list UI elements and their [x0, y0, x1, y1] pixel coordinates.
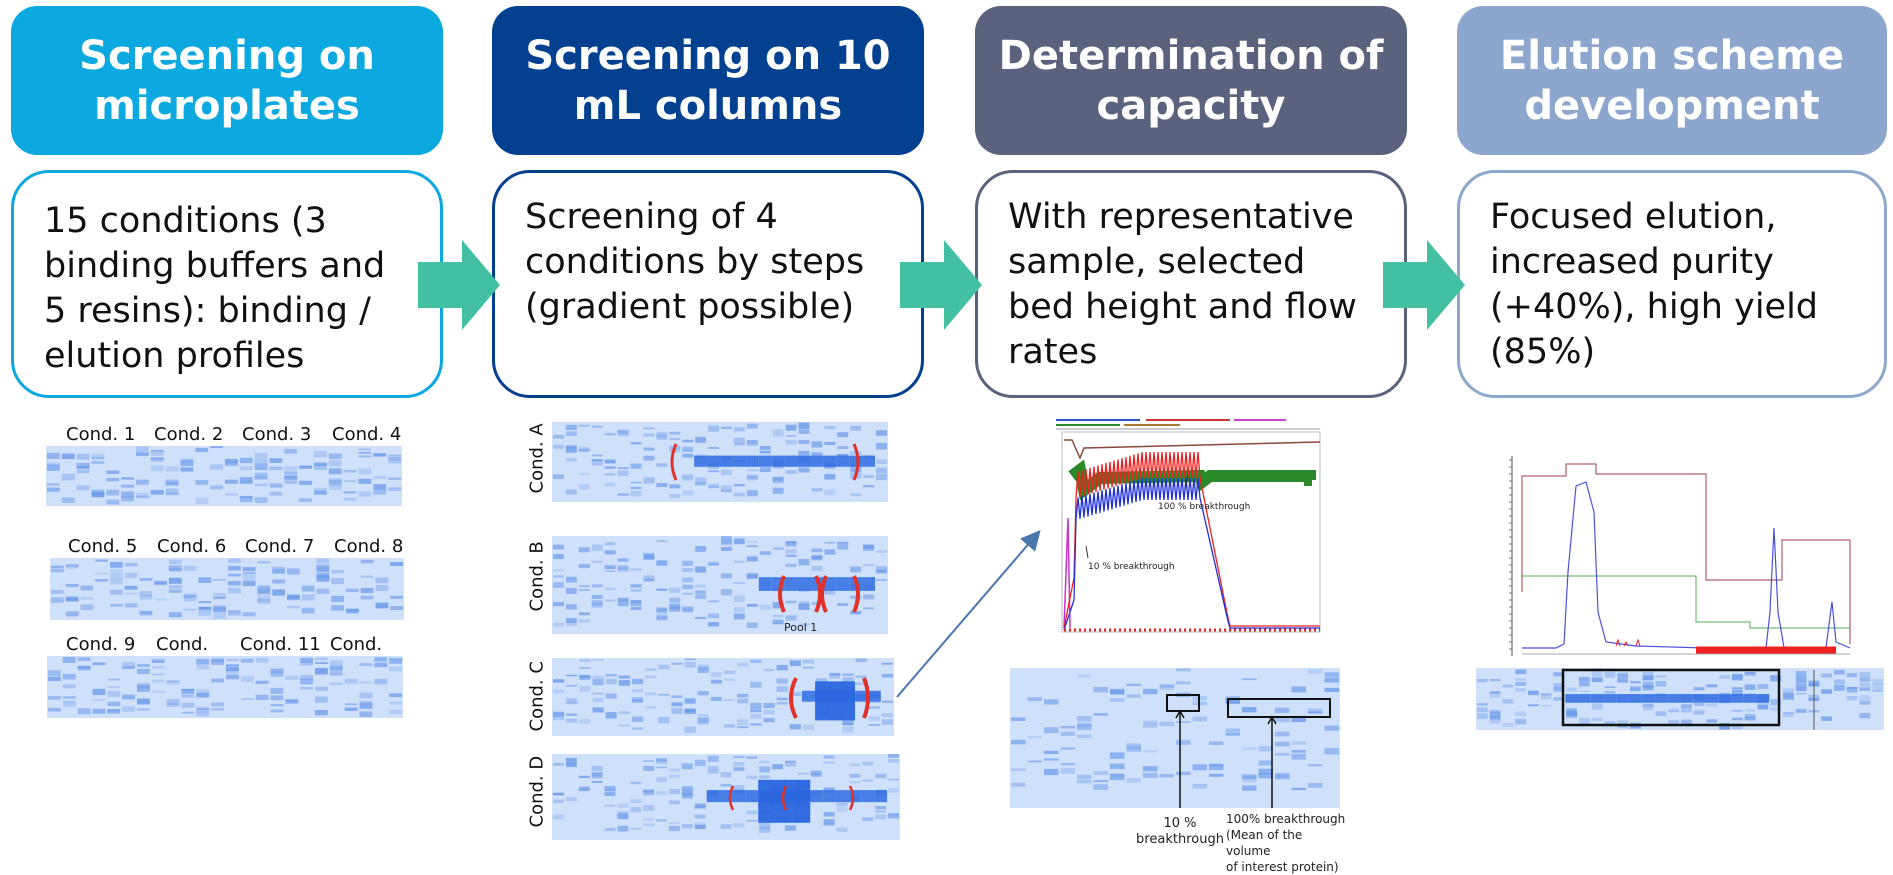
- cond-b-label: Cond. B: [526, 541, 548, 612]
- gel-100-line1: 100% breakthrough: [1226, 812, 1346, 826]
- cond-8-label: Cond. 8: [334, 536, 404, 557]
- step-1-header: Screening on microplates: [11, 6, 443, 155]
- cond-5-label: Cond. 5: [68, 536, 138, 557]
- column-gel-d: [552, 754, 900, 840]
- step-3-header: Determination of capacity: [975, 6, 1407, 155]
- step-2-header: Screening on 10 mL columns: [492, 6, 924, 155]
- step-1-description: 15 conditions (3 binding buffers and 5 r…: [44, 201, 386, 376]
- capacity-gel: [1010, 668, 1340, 808]
- cond-9-label: Cond. 9: [66, 634, 136, 655]
- column-gel-a: [552, 422, 888, 502]
- step-4-header: Elution scheme development: [1457, 6, 1887, 155]
- step-3-title: Determination of capacity: [998, 32, 1384, 129]
- gel-100-line3: of interest protein): [1226, 860, 1339, 874]
- microplate-gel-row-3: [47, 656, 403, 718]
- column-gel-c: [552, 658, 894, 736]
- step-3-description: With representative sample, selected bed…: [1008, 197, 1357, 372]
- cond-11-label: Cond. 11: [240, 634, 321, 655]
- gel-10-line2: breakthrough: [1136, 832, 1224, 847]
- elution-gel: [1476, 668, 1884, 730]
- cond-3-label: Cond. 3: [242, 424, 312, 445]
- step-4-description-box: Focused elution, increased purity (+40%)…: [1457, 170, 1887, 398]
- cond-a-label: Cond. A: [526, 423, 548, 494]
- chart-10-label: 10 % breakthrough: [1088, 562, 1175, 572]
- step-2-title: Screening on 10 mL columns: [525, 32, 891, 129]
- microplate-gel-row-1: [46, 446, 402, 506]
- cond-1-label: Cond. 1: [66, 424, 136, 445]
- step-3-description-box: With representative sample, selected bed…: [975, 170, 1407, 398]
- cond-c-label: Cond. C: [526, 661, 548, 732]
- cond-6-label: Cond. 6: [157, 536, 227, 557]
- gel-100-annotation: 100% breakthrough (Mean of the volume of…: [1226, 811, 1350, 875]
- chart-100-label: 100 % breakthrough: [1158, 502, 1251, 512]
- flow-arrow-icon: [900, 240, 982, 330]
- cond-d-label: Cond. D: [526, 755, 548, 828]
- flow-arrow-icon: [418, 240, 500, 330]
- step-1-title: Screening on microplates: [79, 32, 375, 129]
- elution-chromatogram: [1506, 452, 1856, 664]
- step-2-description: Screening of 4 conditions by steps (grad…: [525, 197, 865, 327]
- step-4-description: Focused elution, increased purity (+40%)…: [1490, 197, 1819, 372]
- cond-4-label: Cond. 4: [332, 424, 402, 445]
- flow-arrow-icon: [1383, 240, 1465, 330]
- cond-12-label: Cond.: [330, 634, 383, 655]
- step-2-description-box: Screening of 4 conditions by steps (grad…: [492, 170, 924, 398]
- gel-10-annotation: 10 % breakthrough: [1135, 816, 1225, 848]
- cond-10-label: Cond.: [156, 634, 209, 655]
- step-4-title: Elution scheme development: [1499, 32, 1845, 129]
- column-gel-b: Pool 1: [552, 536, 888, 634]
- breakthrough-chromatogram: 100 % breakthrough 10 % breakthrough: [1050, 418, 1326, 644]
- step-1-description-box: 15 conditions (3 binding buffers and 5 r…: [11, 170, 443, 398]
- pool-1-label: Pool 1: [784, 621, 818, 634]
- microplate-gel-row-2: [50, 558, 404, 620]
- cond-2-label: Cond. 2: [154, 424, 224, 445]
- gel-10-line1: 10 %: [1163, 816, 1197, 831]
- gel-100-line2: (Mean of the volume: [1226, 828, 1303, 858]
- cond-7-label: Cond. 7: [245, 536, 315, 557]
